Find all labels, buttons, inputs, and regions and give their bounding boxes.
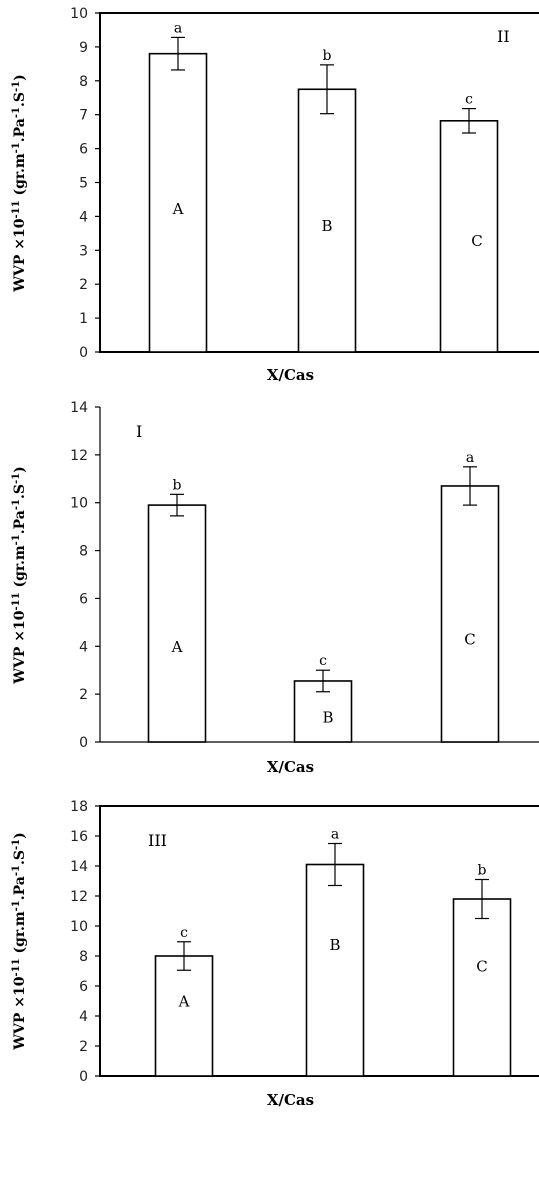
panel-3-y-tick-label: 12 [70, 889, 88, 905]
panel-3-y-tick-label: 16 [70, 829, 88, 845]
panel-1-y-tick-label: 8 [79, 74, 88, 90]
panel-1-y-tick-label: 1 [79, 311, 88, 327]
panel-2-y-tick-label: 4 [79, 639, 88, 655]
panel-1-y-tick-label: 7 [79, 108, 88, 124]
panel-2-y-tick-label: 0 [79, 735, 88, 751]
panel-2-significance-label: b [173, 477, 182, 493]
panel-1-y-tick-label: 0 [79, 345, 88, 361]
panel-1-category-label: C [471, 232, 482, 250]
panel-2-significance-label: a [466, 450, 474, 466]
panel-2-y-tick-label: 12 [70, 448, 88, 464]
panel-3-bar-A [154, 955, 214, 1077]
panel-3-y-tick-label: 4 [79, 1009, 88, 1025]
panel-1-y-tick-label: 10 [70, 6, 88, 22]
panel-3-category-label: B [329, 936, 340, 954]
panel-2-category-label: A [171, 638, 183, 656]
panel-1-significance-label: a [174, 20, 182, 36]
panel-1-bar-B [297, 88, 357, 353]
panel-2-bar-A [147, 504, 207, 743]
panel-3-y-tick-label: 8 [79, 949, 88, 965]
panel-2-y-tick-label: 14 [70, 400, 88, 416]
panel-2-category-label: B [322, 709, 333, 727]
panel-2-y-axis-title: WVP ×10-11 (gr.m-1.Pa-1.S-1) [11, 466, 29, 684]
panel-3-y-tick-label: 18 [70, 799, 88, 815]
panel-3-bar-C [452, 898, 512, 1077]
panel-2-y-tick-label: 2 [79, 687, 88, 703]
panel-3-x-axis-title: X/Cas [267, 1091, 314, 1109]
panel-1-y-tick-label: 2 [79, 277, 88, 293]
panel-3-category-label: A [178, 993, 190, 1011]
panel-2-y-tick-label: 8 [79, 544, 88, 560]
panel-1-bar-A [148, 52, 208, 353]
panel-3-y-tick-label: 10 [70, 919, 88, 935]
panel-2-significance-label: c [319, 653, 327, 669]
panel-3-category-label: C [476, 957, 487, 975]
panel-3-significance-label: b [478, 863, 487, 879]
panel-3-y-axis-title: WVP ×10-11 (gr.m-1.Pa-1.S-1) [11, 832, 29, 1050]
panel-2-y-tick-label: 6 [79, 591, 88, 607]
panel-1-bar-C [439, 120, 499, 353]
panel-3-panel-label: III [148, 831, 167, 850]
panel-1-category-label: A [172, 200, 184, 218]
panel-3-bar-B [305, 863, 365, 1077]
panel-3-significance-label: c [180, 925, 188, 941]
panel-1-y-tick-label: 3 [79, 243, 88, 259]
panel-2-bar-C [440, 485, 500, 743]
panel-3-y-tick-label: 6 [79, 979, 88, 995]
panel-1-y-tick-label: 5 [79, 176, 88, 192]
panel-1-y-tick-label: 6 [79, 142, 88, 158]
panel-3-y-tick-label: 14 [70, 859, 88, 875]
panel-1-y-tick-label: 4 [79, 209, 88, 225]
panel-2-panel-label: I [136, 422, 142, 441]
panel-1-y-tick-label: 9 [79, 40, 88, 56]
panel-1-x-axis-title: X/Cas [267, 366, 314, 384]
panel-1-significance-label: b [323, 48, 332, 64]
panel-1-y-axis-title: WVP ×10-11 (gr.m-1.Pa-1.S-1) [11, 74, 29, 292]
panel-3-significance-label: a [331, 827, 339, 843]
panel-2-y-tick-label: 10 [70, 496, 88, 512]
panel-3-y-tick-label: 2 [79, 1039, 88, 1055]
panel-2-category-label: C [464, 631, 475, 649]
panel-3-y-tick-label: 0 [79, 1069, 88, 1085]
panel-1-category-label: B [321, 217, 332, 235]
panel-2-x-axis-title: X/Cas [267, 758, 314, 776]
panel-1-significance-label: c [465, 92, 473, 108]
panel-1-panel-label: II [497, 27, 510, 46]
